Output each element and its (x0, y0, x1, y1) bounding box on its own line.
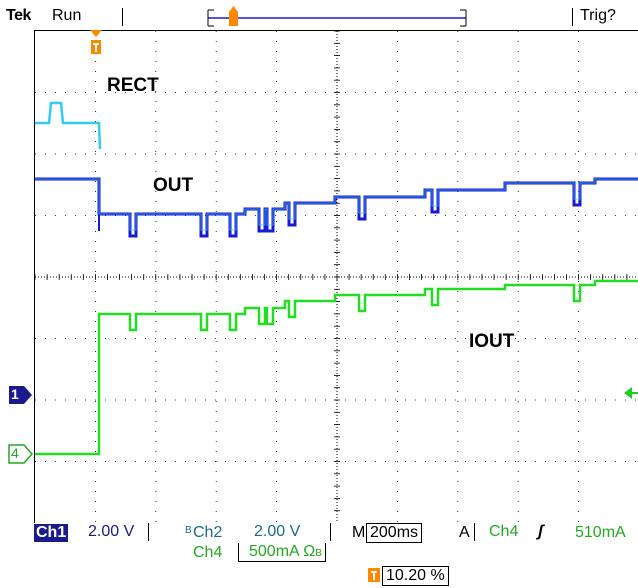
ch4-scale-box[interactable]: 500mA ΩB (238, 543, 326, 562)
timebase-scale[interactable]: 200ms (366, 523, 422, 543)
iout-trace-label: IOUT (469, 331, 514, 353)
trigger-source[interactable]: Ch4 (474, 523, 518, 541)
ch4-label[interactable]: Ch4 (193, 544, 222, 562)
trigger-position-icon (229, 6, 238, 26)
trigger-position-percent[interactable]: 10.20 % (382, 566, 449, 586)
rect-trace (35, 103, 100, 149)
ch1-marker-label: 1 (11, 386, 19, 402)
ch2-label[interactable]: Ch2 (193, 524, 222, 542)
out-trace-label: OUT (153, 175, 193, 197)
ch4-unit-icon: Ω (303, 543, 315, 560)
top-status-bar: Tek Run Trig? (0, 0, 638, 30)
ch4-bandwidth-limit-icon: B (315, 548, 322, 559)
rect-trace-label: RECT (107, 75, 159, 97)
waveform-display[interactable]: RECT OUT IOUT (34, 30, 638, 523)
trigger-prefix: A (459, 524, 470, 542)
ch4-marker-label: 4 (11, 445, 19, 461)
trigger-level[interactable]: 510mA (575, 524, 626, 542)
ch2-scale[interactable]: 2.00 V (238, 523, 331, 541)
timebase-prefix: M (352, 524, 365, 542)
trigger-level-arrow-icon (622, 386, 638, 400)
trigger-marker-icon[interactable] (88, 30, 104, 58)
ch4-scale: 500mA (249, 543, 299, 560)
ch2-bandwidth-limit-icon: B (185, 525, 192, 536)
trigger-slope-icon: ʃ (538, 523, 543, 541)
trigger-position-icon (368, 568, 380, 584)
graticule (35, 31, 638, 523)
record-position-indicator (0, 0, 638, 30)
ch1-button[interactable]: Ch1 (34, 524, 68, 542)
ch1-scale[interactable]: 2.00 V (74, 523, 149, 541)
bottom-status-bar: Ch1 2.00 V B Ch2 2.00 V M 200ms A Ch4 ʃ … (0, 522, 638, 588)
